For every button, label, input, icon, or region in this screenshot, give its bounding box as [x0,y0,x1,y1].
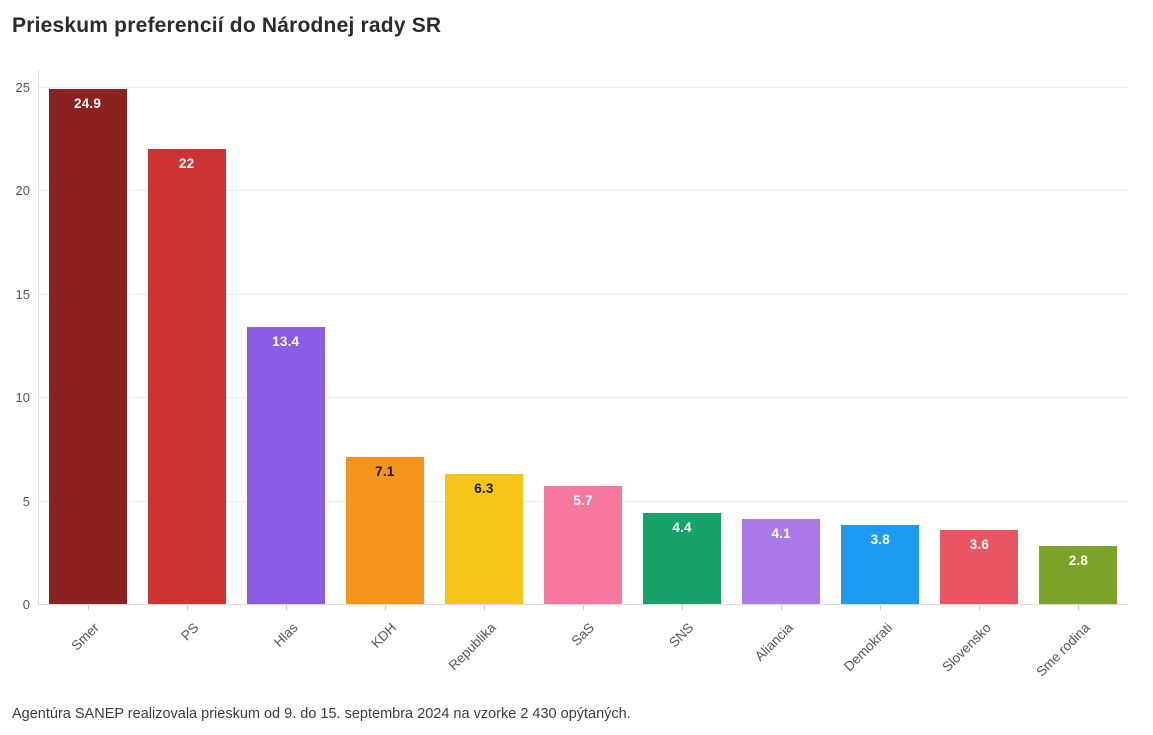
x-tick [87,605,89,610]
x-tick [384,605,386,610]
y-tick-label: 15 [15,286,30,302]
y-axis-line [38,70,39,605]
x-category-label: Demokrati [840,620,895,675]
bar-smer: 24.9 [48,89,127,604]
chart-title: Prieskum preferencií do Národnej rady SR [12,14,442,37]
x-tick [285,605,287,610]
x-category-label: SaS [568,620,598,649]
bar-value-label: 4.4 [672,520,692,536]
bar-aliancia: 4.1 [742,519,821,604]
bar-value-label: 6.3 [474,480,494,496]
x-tick [483,605,485,610]
bar-value-label: 7.1 [375,464,395,480]
x-category-label: Slovensko [939,620,994,675]
bar-value-label: 13.4 [272,333,300,349]
plot-area: 0 5 10 15 20 25 24.9 Smer 22 PS 13.4 Hlas 7.1 KDH 6.3 R… [16,70,1128,679]
bar-republika: 6.3 [444,473,523,604]
x-tick [186,605,188,610]
y-tick-label: 0 [22,597,30,612]
x-axis-line [38,604,1128,605]
bar-value-label: 2.8 [1068,553,1089,569]
bar-value-label: 5.7 [573,493,593,509]
bar-value-label: 22 [178,156,195,172]
y-tick-label: 25 [15,80,30,95]
x-tick [781,605,783,610]
gridline-y-20 [39,190,1128,192]
x-category-label: SNS [666,620,697,651]
bar-demokrati: 3.8 [841,525,920,604]
x-category-label: Hlas [270,620,301,650]
bar-ps: 22 [147,149,226,604]
gridline-y-25 [39,87,1128,88]
y-tick-label: 20 [15,183,30,199]
x-category-label: Republika [445,620,499,674]
x-tick [1078,605,1080,610]
bar-sas: 5.7 [544,486,622,604]
x-category-label: Sme rodina [1033,620,1094,680]
gridline-y-10 [39,397,1128,399]
x-category-label: KDH [368,620,400,651]
y-tick-label: 10 [15,390,30,406]
x-category-label: PS [177,620,202,644]
x-category-label: Smer [68,620,103,654]
bar-sme-rodina: 2.8 [1039,546,1118,604]
bar-value-label: 24.9 [73,96,102,112]
bar-sns: 4.4 [643,513,722,604]
y-tick-label: 5 [22,493,30,509]
bar-value-label: 4.1 [771,526,791,542]
x-category-label: Aliancia [751,620,796,665]
bar-hlas: 13.4 [246,326,325,604]
x-tick [583,605,584,610]
source-note: Agentúra SANEP realizovala prieskum od 9… [12,706,631,722]
x-tick [682,605,684,610]
bar-kdh: 7.1 [345,457,424,604]
gridline-y-15 [39,293,1128,295]
x-tick [979,605,981,610]
bar-slovensko: 3.6 [940,529,1019,604]
x-tick [880,605,882,610]
bar-value-label: 3.6 [969,536,990,552]
bar-value-label: 3.8 [870,532,890,548]
